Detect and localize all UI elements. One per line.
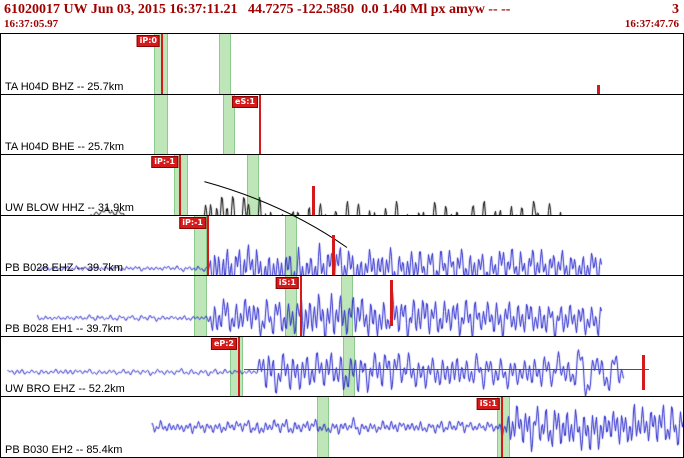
channel-label: PB B028 EHZ -- 39.7km — [5, 262, 123, 275]
waveform-panel-7[interactable]: iS:1 PB B030 EH2 -- 85.4km — [1, 397, 683, 458]
pick-label: iS:1 — [476, 398, 500, 411]
trace-canvas[interactable] — [1, 94, 683, 155]
trace-canvas[interactable] — [1, 397, 683, 458]
event-summary-row: 61020017 UW Jun 03, 2015 16:37:11.21 44.… — [4, 1, 679, 18]
coda-tick-marker[interactable] — [390, 280, 393, 327]
pick-label: iP:-1 — [151, 156, 178, 169]
pick-label: eP:2 — [210, 337, 237, 350]
pick-marker[interactable] — [207, 215, 209, 276]
pick-marker[interactable] — [501, 397, 503, 458]
waveform-panel-3[interactable]: iP:-1 UW BLOW HHZ -- 31.9km — [1, 155, 683, 216]
channel-label: PB B028 EH1 -- 39.7km — [5, 322, 123, 335]
trace-canvas[interactable] — [1, 276, 683, 336]
channel-label: TA H04D BHZ -- 25.7km — [5, 80, 124, 93]
waveform-panel-1[interactable]: iP:0 TA H04D BHZ -- 25.7km — [1, 34, 683, 95]
channel-label: UW BRO EHZ -- 52.2km — [5, 383, 125, 396]
trace-count: 3 — [672, 2, 679, 17]
coda-duration-line[interactable] — [244, 368, 649, 370]
coda-tick-marker[interactable] — [332, 234, 335, 276]
time-window-row: 16:37:05.97 16:37:47.76 — [4, 18, 679, 31]
channel-label: UW BLOW HHZ -- 31.9km — [5, 201, 134, 214]
pick-marker[interactable] — [259, 94, 261, 155]
pick-marker[interactable] — [300, 276, 302, 336]
waveform-panel-4[interactable]: iP:-1 PB B028 EHZ -- 39.7km — [1, 215, 683, 277]
pick-label: iP:0 — [136, 35, 160, 47]
channel-label: TA H04D BHE -- 25.7km — [5, 141, 124, 154]
waveform-area: iP:0 TA H04D BHZ -- 25.7km eS:1 TA H04D BHE… — [0, 33, 684, 458]
pick-label: iP:-1 — [179, 216, 206, 229]
waveform-panel-5[interactable]: iS:1 PB B028 EH1 -- 39.7km — [1, 276, 683, 337]
window-start-time: 16:37:05.97 — [4, 18, 59, 30]
pick-label: iS:1 — [275, 277, 299, 290]
waveform-panel-6[interactable]: eP:2 UW BRO EHZ -- 52.2km — [1, 336, 683, 398]
waveform-panel-2[interactable]: eS:1 TA H04D BHE -- 25.7km — [1, 94, 683, 156]
window-end-time: 16:37:47.76 — [624, 18, 679, 30]
event-header: 61020017 UW Jun 03, 2015 16:37:11.21 44.… — [0, 0, 684, 33]
pick-marker[interactable] — [179, 155, 181, 215]
coda-tick-marker[interactable] — [642, 354, 645, 390]
pick-label: eS:1 — [232, 95, 258, 108]
event-summary: 61020017 UW Jun 03, 2015 16:37:11.21 44.… — [4, 2, 511, 17]
trace-canvas[interactable] — [1, 34, 683, 94]
coda-tick-marker[interactable] — [597, 85, 600, 94]
coda-tick-marker[interactable] — [312, 186, 315, 215]
trace-canvas[interactable] — [1, 336, 683, 397]
pick-marker[interactable] — [161, 34, 163, 94]
pick-marker[interactable] — [238, 336, 240, 397]
channel-label: PB B030 EH2 -- 85.4km — [5, 444, 123, 457]
